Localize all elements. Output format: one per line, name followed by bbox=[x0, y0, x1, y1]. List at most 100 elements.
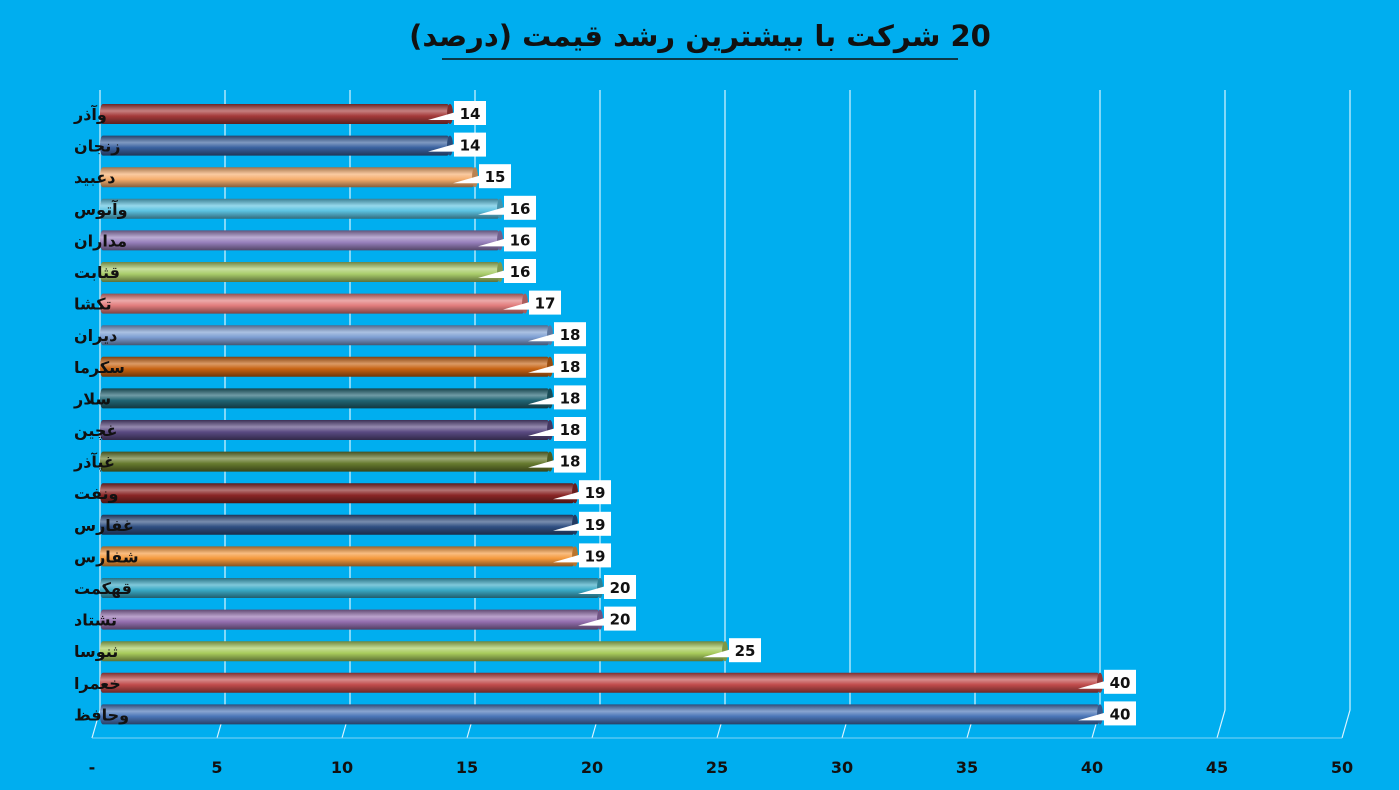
data-label-box bbox=[579, 511, 611, 536]
category-label: ونفت bbox=[74, 484, 118, 503]
x-tick-label: 35 bbox=[956, 758, 978, 777]
category-labels: وآذر زنجان دعبید وآتوس مداران قثابت تکشا دیران س… bbox=[73, 104, 139, 724]
data-label: 18 bbox=[560, 358, 581, 376]
x-tick-label: 30 bbox=[831, 758, 853, 777]
bar bbox=[100, 135, 450, 156]
category-label: غفارس bbox=[74, 516, 134, 535]
bar bbox=[100, 483, 575, 504]
data-label: 18 bbox=[560, 389, 581, 407]
data-label: 14 bbox=[460, 105, 481, 123]
category-label: قهکمت bbox=[74, 579, 132, 598]
data-label-box bbox=[554, 417, 586, 441]
x-tick-label: 50 bbox=[1331, 758, 1353, 777]
x-tick-label: 45 bbox=[1206, 758, 1228, 777]
data-label-box bbox=[554, 322, 586, 347]
data-label: 16 bbox=[510, 200, 531, 218]
x-tick-label: - bbox=[89, 758, 96, 777]
data-label-pointer bbox=[553, 491, 581, 500]
data-label-pointer bbox=[428, 112, 456, 120]
bar bbox=[100, 230, 500, 251]
category-label: وحافظ bbox=[74, 705, 129, 724]
bar bbox=[100, 546, 575, 567]
data-label-box bbox=[1104, 669, 1136, 694]
gridline bbox=[1091, 90, 1101, 739]
data-label-pointer bbox=[578, 617, 606, 626]
data-label-pointer bbox=[553, 554, 581, 563]
data-label: 16 bbox=[510, 231, 531, 249]
bar bbox=[100, 609, 600, 630]
data-label-pointer bbox=[1078, 712, 1106, 721]
data-label-pointer bbox=[703, 649, 731, 658]
gridline bbox=[1216, 90, 1226, 739]
data-label-box bbox=[604, 606, 636, 631]
data-label: 18 bbox=[560, 421, 581, 439]
data-label-pointer bbox=[478, 270, 506, 278]
category-label: قثابت bbox=[74, 263, 120, 282]
data-label-box bbox=[479, 164, 511, 189]
data-label: 19 bbox=[585, 484, 606, 502]
data-label: 17 bbox=[535, 295, 556, 313]
category-label: غچین bbox=[74, 421, 117, 441]
category-label: دیران bbox=[74, 326, 117, 345]
data-label-pointer bbox=[528, 428, 556, 436]
bar bbox=[100, 325, 550, 346]
x-tick-label: 15 bbox=[456, 758, 478, 777]
data-label-pointer bbox=[428, 143, 456, 152]
x-tick-label: 5 bbox=[211, 758, 222, 777]
gridline bbox=[591, 90, 601, 739]
data-label: 19 bbox=[585, 516, 606, 534]
bar bbox=[100, 704, 1100, 725]
category-label: شفارس bbox=[74, 547, 139, 566]
data-label-pointer bbox=[478, 238, 506, 247]
chart-title: 20 شرکت با بیشترین رشد قیمت (درصد) bbox=[409, 19, 991, 53]
data-label-box bbox=[454, 132, 486, 157]
bar bbox=[100, 198, 500, 219]
data-label-pointer bbox=[528, 333, 556, 342]
category-label: سکرما bbox=[74, 358, 125, 377]
category-label: خعمرا bbox=[74, 674, 121, 693]
data-label-box bbox=[554, 385, 586, 410]
bar bbox=[100, 514, 575, 535]
category-label: سلار bbox=[73, 389, 111, 408]
gridline bbox=[716, 90, 726, 739]
data-label: 19 bbox=[585, 547, 606, 565]
data-label: 40 bbox=[1110, 674, 1131, 692]
category-label: دعبید bbox=[74, 168, 115, 187]
data-label-box bbox=[1104, 701, 1136, 726]
gridline bbox=[91, 90, 101, 739]
gridline bbox=[841, 90, 851, 739]
data-label: 14 bbox=[460, 137, 481, 155]
data-label: 20 bbox=[610, 611, 631, 629]
category-label: ثنوسا bbox=[74, 642, 118, 661]
data-label-pointer bbox=[553, 522, 581, 531]
bar bbox=[100, 672, 1100, 693]
data-label-pointer bbox=[578, 586, 606, 594]
data-label-box bbox=[579, 543, 611, 568]
data-label-box bbox=[729, 638, 761, 663]
category-label: وآتوس bbox=[74, 199, 128, 219]
bar bbox=[100, 262, 500, 282]
x-tick-label: 10 bbox=[331, 758, 353, 777]
data-label: 15 bbox=[485, 168, 506, 186]
data-label: 40 bbox=[1110, 705, 1131, 723]
category-label: زنجان bbox=[74, 137, 120, 156]
data-label-pointer bbox=[528, 396, 556, 405]
category-label: وآذر bbox=[73, 104, 107, 124]
data-label-pointer bbox=[453, 175, 481, 184]
data-label-pointer bbox=[528, 459, 556, 468]
data-label-box bbox=[604, 575, 636, 599]
data-label-box bbox=[554, 353, 586, 378]
x-tick-label: 25 bbox=[706, 758, 728, 777]
category-label: مداران bbox=[74, 231, 127, 250]
data-label: 25 bbox=[735, 642, 756, 660]
bar bbox=[100, 420, 550, 440]
data-label-box bbox=[504, 227, 536, 252]
data-label: 20 bbox=[610, 579, 631, 597]
bar bbox=[100, 104, 450, 124]
data-label-box bbox=[579, 480, 611, 505]
category-label: تکشا bbox=[74, 295, 112, 314]
data-label: 18 bbox=[560, 326, 581, 344]
bar bbox=[100, 641, 725, 662]
data-label-box bbox=[554, 448, 586, 473]
